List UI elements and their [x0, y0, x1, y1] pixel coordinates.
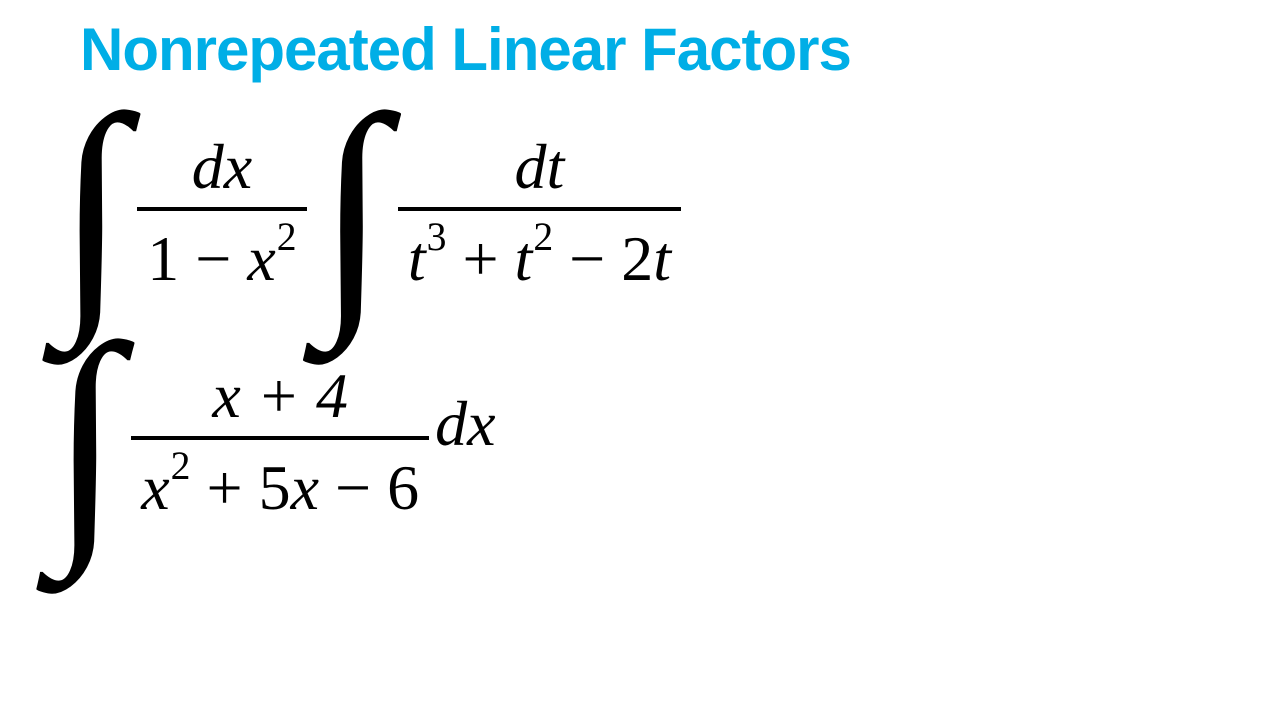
numerator-2: dt: [503, 130, 577, 206]
numerator-3: x + 4: [200, 359, 360, 435]
page-container: Nonrepeated Linear Factors ∫ dx 1 − x2 ∫…: [0, 0, 1280, 552]
integral-row-1: ∫ dx 1 − x2 ∫ dt t3 + t2 − 2t: [56, 102, 1250, 323]
fraction-bar: [131, 436, 429, 440]
fraction-2: dt t3 + t2 − 2t: [398, 130, 681, 296]
numerator-1: dx: [180, 130, 264, 206]
denominator-2: t3 + t2 − 2t: [398, 213, 681, 295]
fraction-bar: [398, 207, 681, 211]
denominator-3: x2 + 5x − 6: [131, 442, 429, 524]
fraction-1: dx 1 − x2: [137, 130, 306, 296]
denominator-1: 1 − x2: [137, 213, 306, 295]
trailing-dx: dx: [435, 387, 495, 461]
integral-sign-icon: ∫: [56, 98, 127, 319]
heading: Nonrepeated Linear Factors: [80, 15, 1250, 84]
integral-row-2: ∫ x + 4 x2 + 5x − 6 dx: [50, 331, 1250, 552]
integral-sign-icon: ∫: [50, 327, 121, 548]
fraction-3: x + 4 x2 + 5x − 6: [131, 359, 429, 525]
integral-sign-icon: ∫: [317, 98, 388, 319]
fraction-bar: [137, 207, 306, 211]
